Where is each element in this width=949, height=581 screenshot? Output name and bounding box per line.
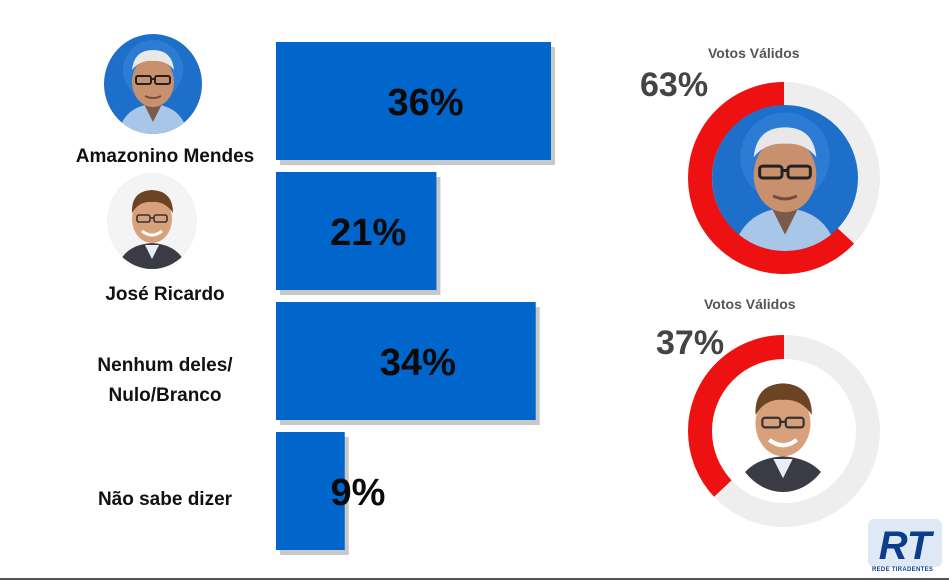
bar-value-label: 9% xyxy=(331,472,386,514)
bar-value-label: 36% xyxy=(387,82,463,124)
avatar-jose-ricardo-donut xyxy=(730,360,836,492)
category-label-line: Amazonino Mendes xyxy=(75,146,255,167)
bottom-rule xyxy=(0,578,949,580)
category-label-line: Nenhum deles/ xyxy=(97,355,233,376)
donut-chart-amazonino xyxy=(688,82,880,274)
donut-chart-jose-ricardo xyxy=(688,335,880,527)
rede-tiradentes-logo: RT xyxy=(868,519,942,568)
avatar-jose-ricardo xyxy=(107,173,197,269)
bar-value-label: 34% xyxy=(380,342,456,384)
bar xyxy=(276,42,551,160)
bar xyxy=(276,432,345,550)
bar-value-label: 21% xyxy=(330,212,406,254)
bar xyxy=(276,172,437,290)
donut-title-jose-ricardo: Votos Válidos xyxy=(704,296,796,312)
category-label-amazonino: Amazonino Mendes xyxy=(58,145,272,169)
category-label-line: Não sabe dizer xyxy=(97,489,233,510)
logo-caption: REDE TIRADENTES xyxy=(872,567,934,573)
category-label-line: Nulo/Branco xyxy=(108,385,222,406)
bar-chart: 36% 21% 34% 9% xyxy=(276,42,555,555)
avatar-amazonino-donut xyxy=(712,105,858,251)
category-label-line: José Ricardo xyxy=(105,284,225,305)
category-label-jose-ricardo: José Ricardo xyxy=(58,283,272,307)
category-label-nenhum: Nenhum deles/ Nulo/Branco xyxy=(58,351,272,411)
bar xyxy=(276,302,536,420)
donut-title-amazonino: Votos Válidos xyxy=(708,45,800,61)
donut-value-amazonino: 63% xyxy=(640,66,709,104)
donut-value-jose-ricardo: 37% xyxy=(656,324,725,362)
category-label-nao-sabe: Não sabe dizer xyxy=(58,488,272,512)
avatar-amazonino xyxy=(104,34,202,134)
donut-slice xyxy=(688,335,880,527)
logo-text: RT xyxy=(879,524,935,568)
donut-slice xyxy=(688,82,880,274)
